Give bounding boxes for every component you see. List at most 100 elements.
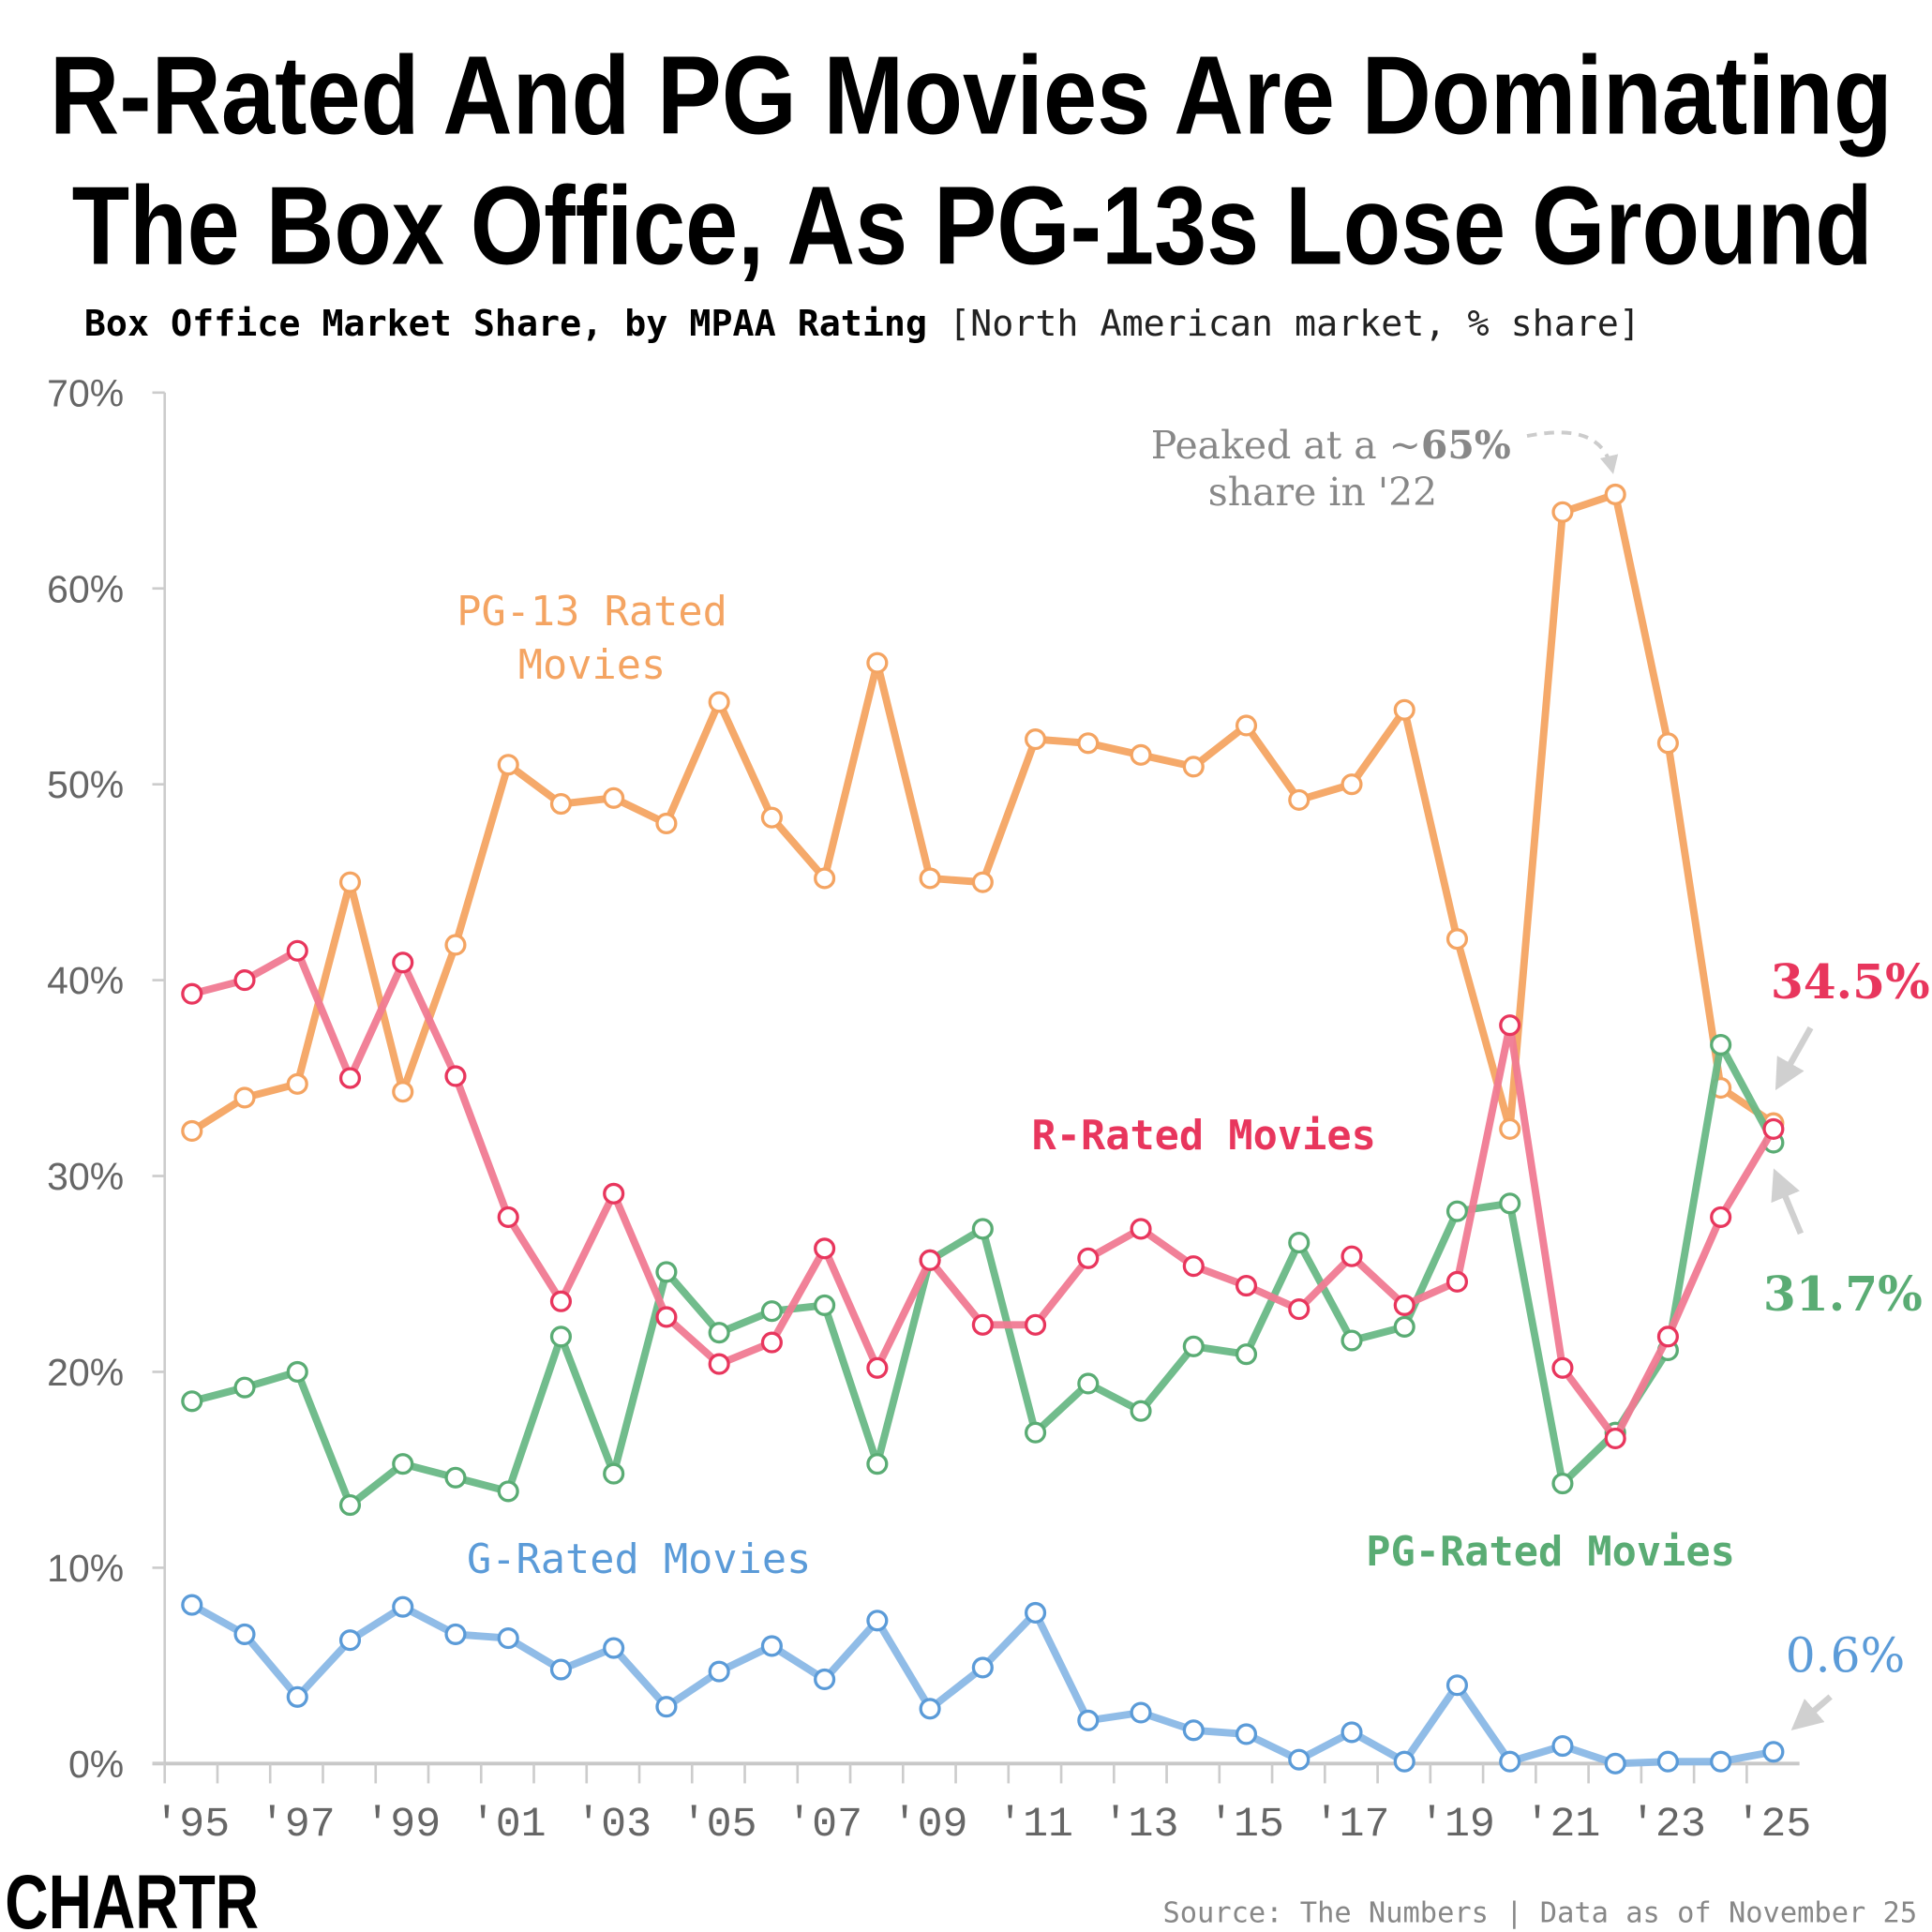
label-g: G-Rated Movies [467, 1536, 811, 1583]
data-point-r [708, 1353, 730, 1375]
data-point-pg [1077, 1372, 1100, 1395]
source-note: Source: The Numbers | Data as of Novembe… [1162, 1896, 1917, 1929]
data-point-pg [233, 1376, 256, 1399]
chartr-logo: CHARTR [5, 1860, 259, 1932]
data-point-g [919, 1698, 941, 1720]
axes: 0% 10% 20% 30% 40% 50% 60% 70% '95 '97 '99 '01 '03 '0… [47, 371, 1811, 1849]
data-point-pg13 [444, 934, 467, 956]
subtitle: Box Office Market Share, by MPAA Rating … [84, 303, 1640, 345]
x-tick-label: '99 [365, 1802, 441, 1849]
series-pg13 [181, 483, 1785, 1143]
data-point-g [497, 1627, 519, 1650]
data-point-r [1656, 1325, 1679, 1348]
data-point-g [1235, 1723, 1258, 1745]
data-point-g [603, 1637, 625, 1659]
end-label-g: 0.6% [1786, 1628, 1906, 1684]
data-point-pg13 [603, 786, 625, 809]
data-point-pg13 [549, 793, 572, 816]
data-point-pg [1445, 1200, 1469, 1222]
data-point-pg13 [919, 867, 941, 890]
data-point-pg [444, 1466, 467, 1489]
x-tick-label: '97 [260, 1802, 336, 1849]
peak-arrow [1526, 430, 1619, 474]
data-point-r [392, 951, 414, 974]
data-point-g [1710, 1750, 1732, 1773]
data-point-pg [1235, 1343, 1258, 1366]
data-point-r [1288, 1298, 1310, 1321]
data-point-g [1762, 1741, 1785, 1763]
data-point-pg [1551, 1472, 1574, 1495]
data-point-pg13 [1445, 928, 1469, 951]
data-point-g [655, 1696, 678, 1718]
data-point-g [1604, 1752, 1626, 1775]
data-point-pg [549, 1325, 572, 1348]
data-point-r [1445, 1270, 1469, 1293]
data-point-pg [603, 1462, 625, 1485]
series-line-r [190, 947, 1777, 1443]
data-point-r [338, 1067, 362, 1089]
data-point-r [233, 969, 256, 992]
data-point-g [338, 1629, 362, 1652]
data-point-pg13 [1182, 756, 1205, 778]
data-point-r [971, 1313, 994, 1336]
data-point-pg13 [1288, 788, 1310, 811]
data-point-g [1445, 1674, 1469, 1697]
x-tick-label: '95 [154, 1802, 230, 1849]
y-tick-label: 30% [47, 1155, 124, 1198]
data-point-pg13 [760, 806, 783, 829]
data-point-pg13 [971, 871, 994, 893]
data-point-r [655, 1306, 678, 1328]
data-point-r [1551, 1356, 1574, 1379]
data-point-pg13 [392, 1081, 414, 1103]
data-point-pg [338, 1493, 362, 1517]
data-point-g [1130, 1701, 1152, 1724]
data-point-pg [1710, 1033, 1732, 1056]
data-point-pg13 [1340, 773, 1363, 796]
data-point-r [1499, 1014, 1521, 1037]
data-point-pg13 [1235, 714, 1258, 737]
data-point-pg13 [181, 1119, 203, 1143]
x-tick-label: '09 [892, 1802, 968, 1849]
series-line-pg13 [189, 490, 1776, 1134]
data-point-pg13 [1604, 483, 1626, 506]
data-point-pg13 [1499, 1117, 1521, 1140]
data-point-pg [814, 1294, 836, 1316]
data-point-r [1604, 1427, 1626, 1450]
y-tick-label: 10% [47, 1547, 124, 1590]
data-point-g [181, 1594, 203, 1616]
data-point-r [1762, 1117, 1785, 1140]
x-tick-label: '01 [471, 1802, 547, 1849]
data-point-g [1656, 1750, 1679, 1773]
data-point-pg [286, 1360, 308, 1384]
x-tick-label: '05 [681, 1802, 757, 1849]
data-point-g [866, 1610, 889, 1632]
data-point-pg13 [338, 871, 362, 893]
data-point-pg13 [866, 651, 889, 674]
data-point-pg [181, 1390, 203, 1413]
data-point-pg [497, 1480, 519, 1503]
data-point-g [549, 1658, 572, 1681]
data-point-g [392, 1595, 414, 1618]
data-point-g [286, 1685, 308, 1708]
y-tick-label: 50% [47, 763, 124, 806]
y-tick-label: 20% [47, 1351, 124, 1394]
data-point-r [1393, 1294, 1415, 1316]
data-point-g [1393, 1750, 1415, 1773]
data-point-g [1182, 1719, 1205, 1742]
series-r [181, 939, 1785, 1450]
x-tick-label: '17 [1314, 1802, 1390, 1849]
data-point-pg [866, 1453, 889, 1475]
data-point-g [1288, 1748, 1310, 1771]
data-point-pg13 [1551, 501, 1574, 523]
label-r: R-Rated Movies [1032, 1113, 1376, 1160]
data-point-r [549, 1290, 572, 1312]
x-tick-label: '13 [1103, 1802, 1179, 1849]
data-point-r [286, 939, 308, 962]
data-point-pg [1393, 1315, 1415, 1338]
data-point-pg [392, 1453, 414, 1475]
data-point-g [444, 1623, 467, 1645]
data-point-r [1130, 1218, 1152, 1240]
data-point-pg13 [286, 1072, 308, 1095]
label-pg13-1: PG-13 Rated [457, 589, 727, 636]
data-point-r [814, 1237, 836, 1260]
